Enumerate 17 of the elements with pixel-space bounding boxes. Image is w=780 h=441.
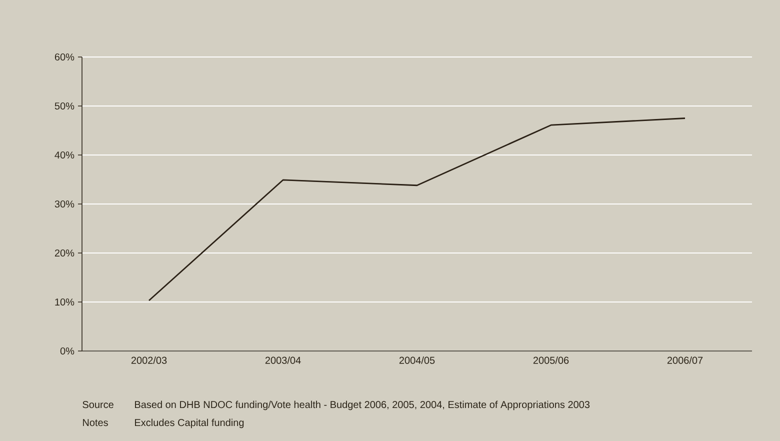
y-tick-label: 20% — [54, 249, 74, 257]
y-tick-label: 0% — [60, 347, 74, 355]
text: Excludes Capital funding — [135, 418, 244, 428]
text: Based on DHB NDOC funding/Vote health - Budget 2006, 2005, 2004, Estimate of Appropriations 2003 — [135, 400, 590, 410]
y-tick-label: 50% — [54, 102, 74, 110]
x-tick-label: 2004/05 — [399, 356, 435, 364]
y-tick-label: 60% — [54, 53, 74, 61]
y-tick-label: 10% — [55, 298, 74, 306]
text: Source — [82, 401, 114, 408]
y-tick-label: 40% — [54, 151, 74, 159]
y-tick-label: 30% — [54, 200, 74, 208]
text: Notes — [83, 419, 108, 426]
x-tick-label: 2005/06 — [533, 356, 569, 364]
x-tick-label: 2006/07 — [667, 356, 703, 364]
x-tick-label: 2002/03 — [131, 356, 167, 364]
line-series — [148, 118, 686, 302]
x-tick-label: 2003/04 — [265, 356, 301, 364]
